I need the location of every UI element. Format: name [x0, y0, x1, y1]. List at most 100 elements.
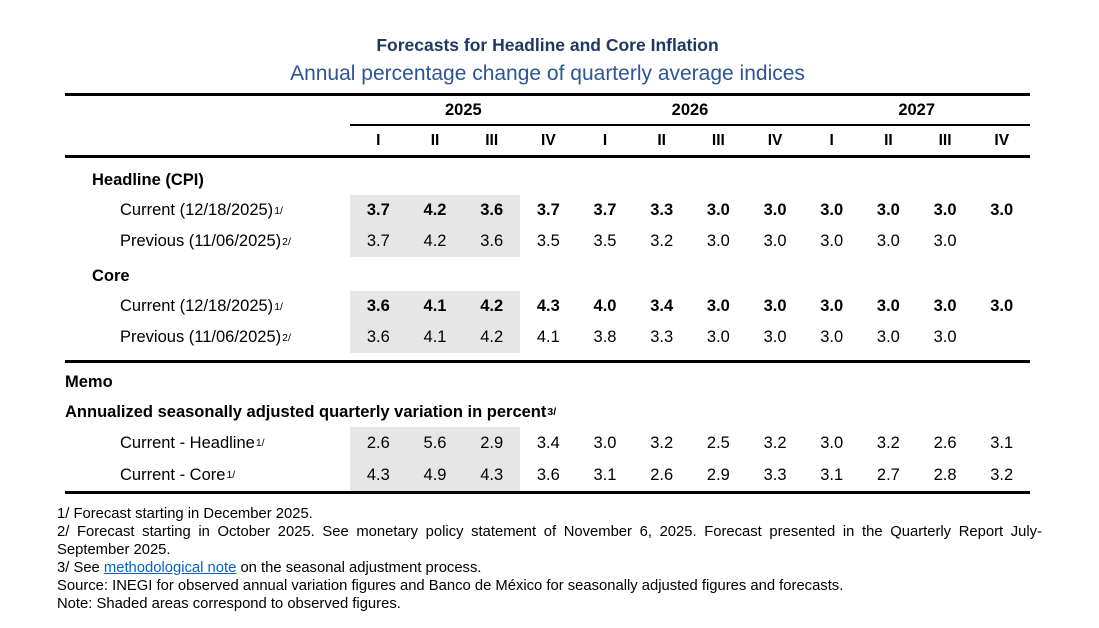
value-cell: 3.7: [350, 195, 407, 226]
source-note: Source: INEGI for observed annual variat…: [57, 578, 844, 594]
section-label: Core: [92, 266, 130, 285]
footnote-2: 2/ Forecast starting in October 2025. Se…: [57, 524, 1042, 558]
value-cell: 2.9: [706, 465, 730, 484]
value-cell: [973, 322, 1030, 353]
value-cell: 4.2: [406, 195, 464, 226]
header-bottom-rule: [65, 155, 1030, 158]
quarter-header: I: [376, 131, 381, 149]
methodological-note-link[interactable]: methodological note: [103, 560, 237, 576]
value-cell: 2.6: [933, 433, 957, 452]
value-cell: 2.7: [876, 465, 900, 484]
value-cell: 3.5: [593, 232, 617, 250]
row-label: Current - Headline 1/: [120, 433, 265, 452]
value-cell: 4.1: [406, 322, 464, 353]
quarter-header: III: [485, 131, 499, 149]
quarter-header: I: [829, 131, 834, 149]
year-header-2026: 2026: [671, 100, 709, 119]
value-cell: 4.9: [406, 459, 464, 491]
table-row-memo-core: Current - Core 1/ 4.3 4.9 4.3 3.6 3.1 2.6…: [65, 459, 1030, 491]
quarter-header: III: [711, 131, 725, 149]
label-column-spacer: [65, 126, 350, 155]
quarter-header: IV: [541, 131, 556, 149]
value-cell: 3.2: [650, 232, 674, 250]
forecast-table: 2025 2026 2027 I II III IV I II III IV I…: [65, 93, 1030, 494]
value-cell: 3.7: [350, 226, 407, 257]
table-row-core-current: Current (12/18/2025) 1/ 3.6 4.1 4.2 4.3 4…: [65, 291, 1030, 322]
quarters-header-row: I II III IV I II III IV I II III IV: [65, 126, 1030, 155]
value-cell: 4.1: [406, 291, 464, 322]
section-row-memo: Memo: [65, 367, 1030, 397]
footnote-3: 3/ See methodological note on the season…: [57, 560, 482, 576]
value-cell: 3.1: [593, 465, 617, 484]
shading-note: Note: Shaded areas correspond to observe…: [57, 596, 401, 612]
value-cell: 2.8: [933, 465, 957, 484]
year-header-2027: 2027: [898, 100, 936, 119]
value-cell: 3.2: [650, 433, 674, 452]
value-cell: 3.4: [536, 433, 560, 452]
value-cell: 3.0: [990, 297, 1014, 315]
value-cell: 3.3: [650, 201, 674, 219]
value-cell: 4.1: [536, 328, 560, 346]
value-cell: 3.0: [933, 328, 957, 346]
value-cell: 3.0: [933, 232, 957, 250]
value-cell: 3.7: [593, 201, 617, 219]
table-bottom-rule: [65, 491, 1030, 494]
quarter-header: III: [938, 131, 952, 149]
section-row-headline: Headline (CPI): [65, 165, 1030, 195]
value-cell: 3.0: [820, 201, 844, 219]
row-label: Current - Core 1/: [120, 465, 236, 484]
value-cell: 4.2: [463, 291, 521, 322]
table-top-rule: [65, 93, 1030, 96]
value-cell: 3.4: [650, 297, 674, 315]
value-cell: 3.1: [990, 433, 1014, 452]
quarter-header: IV: [767, 131, 783, 149]
value-cell: 3.0: [820, 433, 844, 452]
value-cell: 3.0: [593, 433, 617, 452]
value-cell: 2.5: [706, 433, 730, 452]
table-row-memo-headline: Current - Headline 1/ 2.6 5.6 2.9 3.4 3.0…: [65, 427, 1030, 459]
value-cell: 4.2: [406, 226, 464, 257]
value-cell: 4.3: [463, 459, 521, 491]
years-header-row: 2025 2026 2027: [65, 96, 1030, 126]
value-cell: 3.0: [876, 328, 900, 346]
quarter-header: II: [884, 131, 893, 149]
row-label: Previous (11/06/2025) 2/: [120, 328, 291, 346]
value-cell: 3.0: [933, 201, 957, 219]
value-cell: 5.6: [406, 427, 464, 459]
footnotes: 1/ Forecast starting in December 2025. 2…: [57, 505, 1042, 613]
value-cell: 3.2: [763, 433, 787, 452]
value-cell: 3.0: [706, 232, 730, 250]
quarter-header: II: [430, 131, 440, 149]
quarter-header: II: [657, 131, 666, 149]
value-cell: 4.2: [463, 322, 521, 353]
value-cell: 4.0: [593, 297, 617, 315]
years-area: 2025 2026 2027: [350, 96, 1030, 126]
value-cell: 3.6: [350, 322, 407, 353]
value-cell: 3.0: [706, 297, 730, 315]
memo-top-rule: [65, 360, 1030, 363]
section-label: Headline (CPI): [92, 170, 204, 189]
value-cell: 4.3: [350, 459, 407, 491]
value-cell: 4.3: [536, 297, 560, 315]
value-cell: 2.6: [350, 427, 407, 459]
value-cell: 3.0: [820, 232, 844, 250]
value-cell: 3.3: [650, 328, 674, 346]
value-cell: [973, 226, 1030, 257]
value-cell: 3.8: [593, 328, 617, 346]
value-cell: 3.0: [763, 201, 787, 219]
value-cell: 3.0: [933, 297, 957, 315]
year-header-2025: 2025: [444, 100, 482, 119]
value-cell: 3.0: [763, 328, 787, 346]
value-cell: 3.0: [763, 297, 787, 315]
value-cell: 3.5: [536, 232, 560, 250]
value-cell: 3.0: [820, 328, 844, 346]
value-cell: 2.6: [650, 465, 674, 484]
section-row-core: Core: [65, 261, 1030, 291]
value-cell: 3.3: [763, 465, 787, 484]
value-cell: 3.0: [876, 297, 900, 315]
value-cell: 3.0: [876, 201, 900, 219]
row-label: Previous (11/06/2025) 2/: [120, 232, 291, 250]
memo-subheading: Annualized seasonally adjusted quarterly…: [65, 402, 557, 421]
value-cell: 3.0: [820, 297, 844, 315]
